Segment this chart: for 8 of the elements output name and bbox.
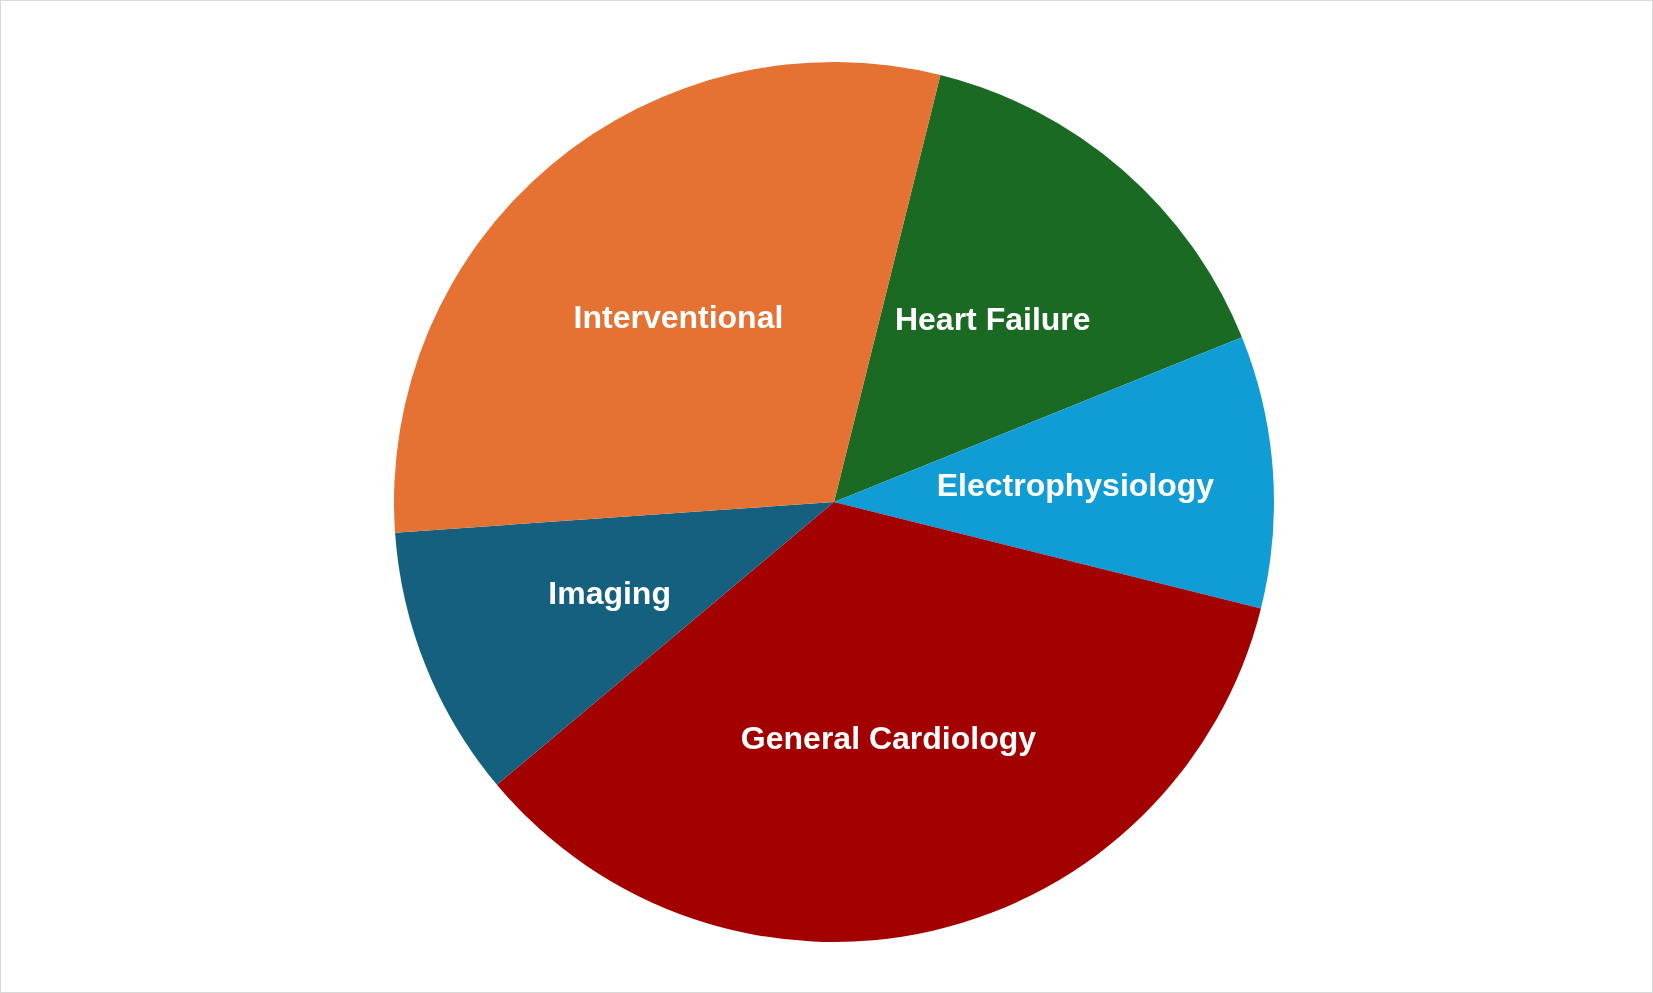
slice-label: Electrophysiology: [936, 467, 1215, 504]
pie-slice: [834, 75, 1242, 502]
slice-label: Interventional: [573, 298, 784, 335]
slice-label: General Cardiology: [740, 719, 1037, 756]
slice-label: Heart Failure: [894, 301, 1091, 338]
slice-label: Imaging: [548, 574, 671, 611]
pie-slice: [496, 502, 1261, 942]
pie-slice: [834, 337, 1274, 609]
